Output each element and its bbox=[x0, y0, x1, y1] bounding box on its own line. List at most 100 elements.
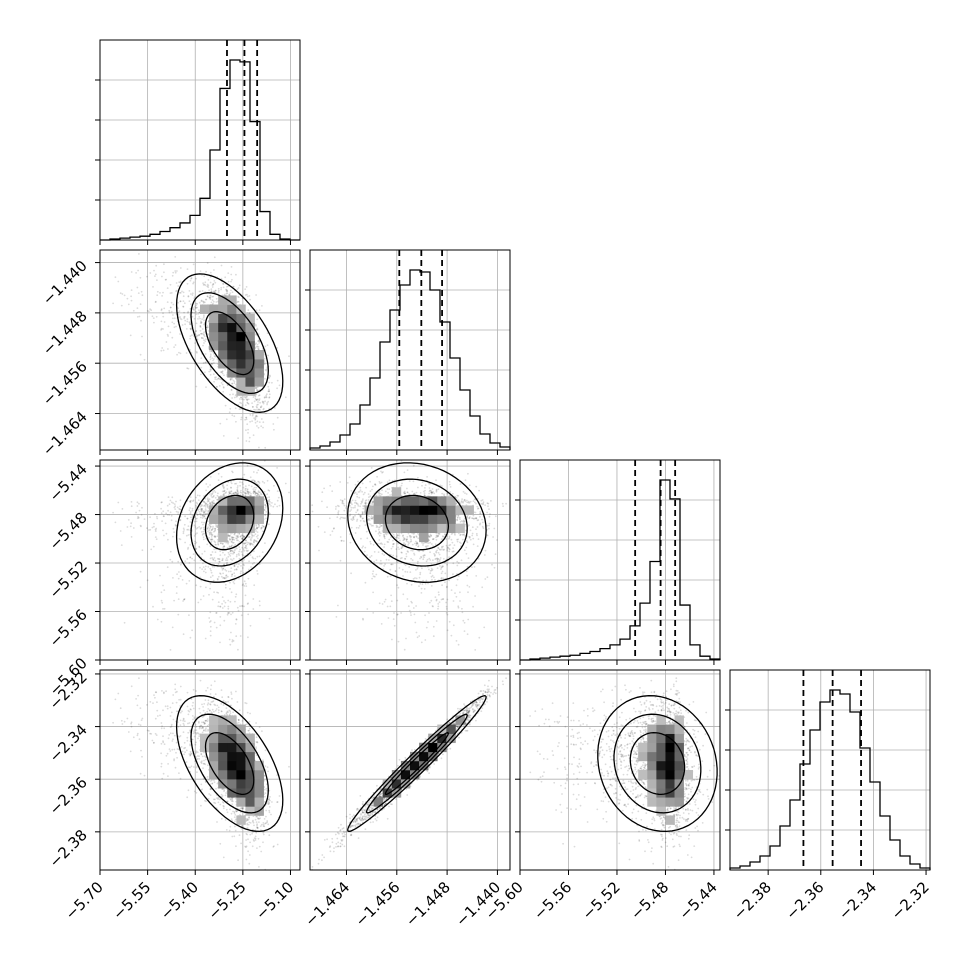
density-cell bbox=[236, 340, 246, 351]
sample-point bbox=[208, 617, 211, 619]
sample-point bbox=[222, 545, 225, 548]
sample-point bbox=[129, 525, 132, 528]
sample-point bbox=[224, 601, 227, 604]
sample-point bbox=[204, 371, 206, 374]
sample-point bbox=[235, 618, 238, 621]
sample-point bbox=[214, 559, 217, 562]
sample-point bbox=[247, 577, 250, 580]
sample-point bbox=[190, 516, 192, 519]
sample-point bbox=[172, 271, 175, 274]
sample-point bbox=[136, 316, 139, 318]
sample-point bbox=[216, 578, 219, 581]
sample-point bbox=[193, 535, 196, 537]
sample-point bbox=[214, 527, 217, 530]
sample-point bbox=[207, 566, 210, 568]
sample-point bbox=[224, 404, 227, 407]
sample-point bbox=[179, 563, 182, 566]
sample-point bbox=[123, 294, 126, 297]
sample-point bbox=[141, 335, 143, 338]
sample-point bbox=[260, 406, 262, 409]
sample-point bbox=[200, 510, 203, 513]
sample-point bbox=[199, 329, 202, 332]
sample-point bbox=[269, 375, 271, 378]
sample-point bbox=[193, 559, 196, 562]
sample-point bbox=[253, 562, 256, 564]
sample-point bbox=[249, 538, 252, 540]
sample-point bbox=[221, 603, 224, 605]
sample-point bbox=[219, 641, 221, 644]
sample-point bbox=[244, 492, 247, 495]
sample-point bbox=[242, 548, 245, 551]
sample-point bbox=[135, 272, 138, 274]
sample-point bbox=[132, 527, 135, 529]
sample-point bbox=[209, 373, 212, 376]
sample-point bbox=[211, 574, 214, 577]
sample-point bbox=[192, 308, 195, 311]
sample-point bbox=[146, 579, 149, 582]
density-cell bbox=[236, 304, 246, 314]
sample-point bbox=[156, 515, 158, 518]
sample-point bbox=[254, 397, 257, 400]
density-cell bbox=[227, 322, 237, 333]
sample-point bbox=[179, 280, 182, 283]
sample-point bbox=[167, 348, 169, 350]
sample-point bbox=[229, 600, 232, 603]
sample-point bbox=[139, 303, 142, 306]
sample-point bbox=[186, 268, 189, 270]
sample-point bbox=[212, 491, 214, 493]
sample-point bbox=[190, 293, 192, 295]
sample-point bbox=[234, 394, 237, 397]
sample-point bbox=[241, 605, 243, 607]
sample-point bbox=[150, 309, 153, 312]
y-tick-label: −1.440 bbox=[39, 257, 91, 309]
sample-point bbox=[202, 523, 204, 526]
sample-point bbox=[229, 581, 231, 584]
sample-point bbox=[237, 648, 239, 651]
sample-point bbox=[239, 605, 242, 608]
sample-point bbox=[255, 386, 258, 389]
sample-point bbox=[167, 325, 170, 328]
sample-point bbox=[117, 280, 120, 283]
sample-point bbox=[241, 537, 244, 540]
sample-point bbox=[261, 305, 263, 307]
sample-point bbox=[135, 511, 138, 514]
sample-point bbox=[188, 300, 191, 303]
sample-point bbox=[225, 418, 228, 421]
sample-point bbox=[227, 272, 230, 274]
sample-point bbox=[209, 476, 212, 478]
sample-point bbox=[186, 367, 189, 370]
sample-point bbox=[252, 434, 255, 437]
sample-point bbox=[169, 649, 172, 651]
sample-point bbox=[226, 292, 229, 295]
sample-point bbox=[140, 513, 143, 516]
sample-point bbox=[163, 307, 166, 310]
sample-point bbox=[187, 311, 189, 314]
sample-point bbox=[200, 505, 203, 507]
sample-point bbox=[196, 306, 198, 309]
sample-point bbox=[223, 619, 226, 622]
sample-point bbox=[196, 303, 199, 305]
sample-point bbox=[210, 301, 213, 304]
sample-point bbox=[215, 385, 218, 388]
sample-point bbox=[184, 541, 187, 544]
sample-point bbox=[209, 576, 212, 579]
sample-point bbox=[195, 306, 198, 309]
density-cell bbox=[227, 340, 237, 351]
sample-point bbox=[248, 560, 251, 563]
sample-point bbox=[253, 417, 256, 419]
sample-point bbox=[228, 490, 231, 493]
sample-point bbox=[257, 469, 260, 471]
sample-point bbox=[209, 350, 212, 353]
sample-point bbox=[210, 533, 213, 536]
sample-point bbox=[258, 309, 261, 311]
sample-point bbox=[162, 510, 165, 513]
sample-point bbox=[219, 624, 222, 627]
sample-point bbox=[139, 570, 142, 573]
sample-point bbox=[229, 292, 232, 294]
sample-point bbox=[213, 256, 216, 259]
sample-point bbox=[189, 308, 192, 310]
sample-point bbox=[195, 518, 197, 520]
sample-point bbox=[245, 416, 248, 419]
sample-point bbox=[177, 511, 180, 514]
sample-point bbox=[209, 295, 212, 297]
